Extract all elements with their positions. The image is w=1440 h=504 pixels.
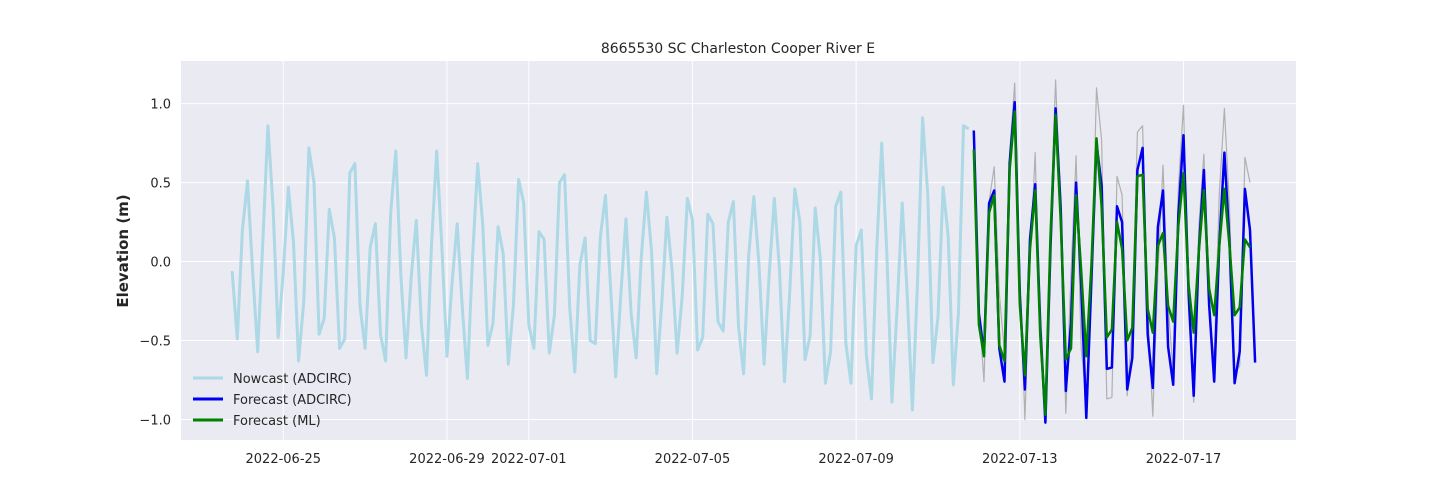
x-tick-label: 2022-07-05	[655, 452, 731, 467]
x-tick-label: 2022-07-13	[982, 452, 1058, 467]
legend: Nowcast (ADCIRC) Forecast (ADCIRC) Forecas…	[193, 372, 352, 429]
y-tick-label: 0.0	[150, 256, 171, 271]
y-tick-label: −1.0	[139, 413, 171, 428]
legend-label: Nowcast (ADCIRC)	[233, 372, 352, 387]
y-tick-label: −0.5	[139, 335, 171, 350]
legend-label: Forecast (ADCIRC)	[233, 393, 352, 408]
x-tick-label: 2022-07-01	[491, 452, 567, 467]
x-tick-label: 2022-07-17	[1146, 452, 1222, 467]
y-tick-labels: −1.0 −0.5 0.0 0.5 1.0	[139, 98, 171, 429]
x-tick-label: 2022-07-09	[818, 452, 894, 467]
series-line-forecast-ml	[972, 110, 1252, 416]
plot-background	[181, 61, 1296, 440]
y-axis-label: Elevation (m)	[114, 194, 132, 307]
x-tick-label: 2022-06-25	[246, 452, 322, 467]
x-tick-label: 2022-06-29	[409, 452, 485, 467]
x-tick-labels: 2022-06-25 2022-06-29 2022-07-01 2022-07-05…	[246, 452, 1222, 467]
series-layer	[230, 79, 1257, 424]
chart-title: 8665530 SC Charleston Cooper River E	[601, 41, 875, 57]
y-tick-label: 1.0	[150, 98, 171, 113]
legend-label: Forecast (ML)	[233, 414, 321, 429]
y-tick-label: 0.5	[150, 177, 171, 192]
series-line-nowcast-adcirc	[230, 116, 970, 412]
